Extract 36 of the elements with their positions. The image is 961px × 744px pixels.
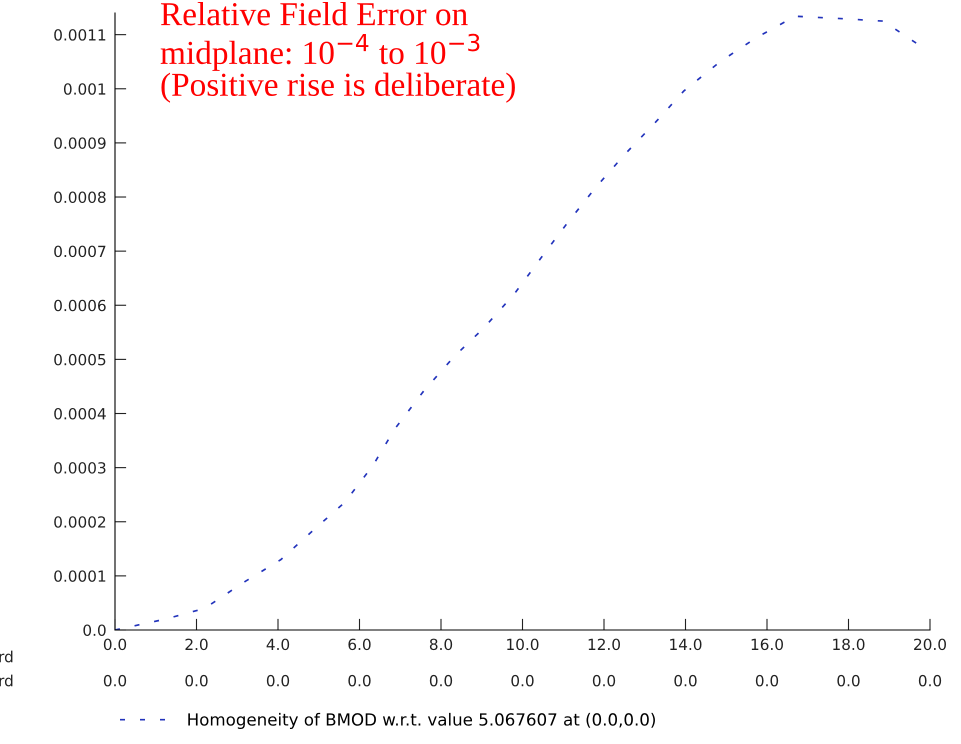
text: 0.0 bbox=[756, 674, 778, 686]
y-tick-label: 0.0009 bbox=[54, 137, 106, 149]
x-tick-label: 18.0 bbox=[833, 638, 864, 650]
x-tick-label: 0.0 bbox=[104, 638, 126, 650]
y-tick-label: 0.0007 bbox=[54, 246, 106, 258]
y-tick-label: 0.0001 bbox=[54, 570, 106, 582]
x-tick-label: 4.0 bbox=[266, 638, 290, 650]
y-tick-label: 0.0002 bbox=[54, 516, 106, 528]
x-tick-label: 10.0 bbox=[507, 638, 538, 650]
text: 0.0 bbox=[266, 674, 290, 686]
x-tick-label: 12.0 bbox=[588, 638, 620, 650]
x-tick-label: 8.0 bbox=[430, 638, 452, 650]
y-tick-label: 0.0003 bbox=[54, 462, 106, 474]
x-tick-label: 20.0 bbox=[914, 638, 946, 650]
x-tick-label: 2.0 bbox=[185, 638, 208, 650]
y-tick-label: 0.0011 bbox=[54, 29, 106, 41]
text: 0.0 bbox=[348, 674, 371, 686]
y-tick-label: 0.0 bbox=[83, 624, 106, 636]
x-tick-label: 16.0 bbox=[752, 638, 783, 650]
y-tick-label: 0.001 bbox=[64, 83, 106, 95]
x-tick-label: 14.0 bbox=[670, 638, 702, 650]
y-tick-label: 0.0004 bbox=[54, 408, 106, 420]
legend-label: Homogeneity of BMOD w.r.t. value 5.067607 at (0.0,0.0) bbox=[188, 712, 655, 729]
text: 0.0 bbox=[674, 674, 697, 686]
text: 0.0 bbox=[104, 674, 126, 686]
text: 0.0 bbox=[837, 674, 860, 686]
y-tick-label: 0.0006 bbox=[54, 300, 106, 312]
text: 0.0 bbox=[592, 674, 616, 686]
text: 0.0 bbox=[511, 674, 534, 686]
text: Relative Field Error on midplane: 10$^{−4}$ to 10$^{−3}$ (Positive rise is deliberate) bbox=[160, 2, 515, 103]
text: 0.0 bbox=[185, 674, 208, 686]
y-tick-label: 0.0008 bbox=[54, 191, 106, 204]
y-tick-label: 0.0005 bbox=[54, 354, 106, 366]
x-tick-label: 6.0 bbox=[348, 638, 371, 650]
text: 0.0 bbox=[918, 674, 942, 686]
text: 0.0 bbox=[430, 674, 452, 686]
